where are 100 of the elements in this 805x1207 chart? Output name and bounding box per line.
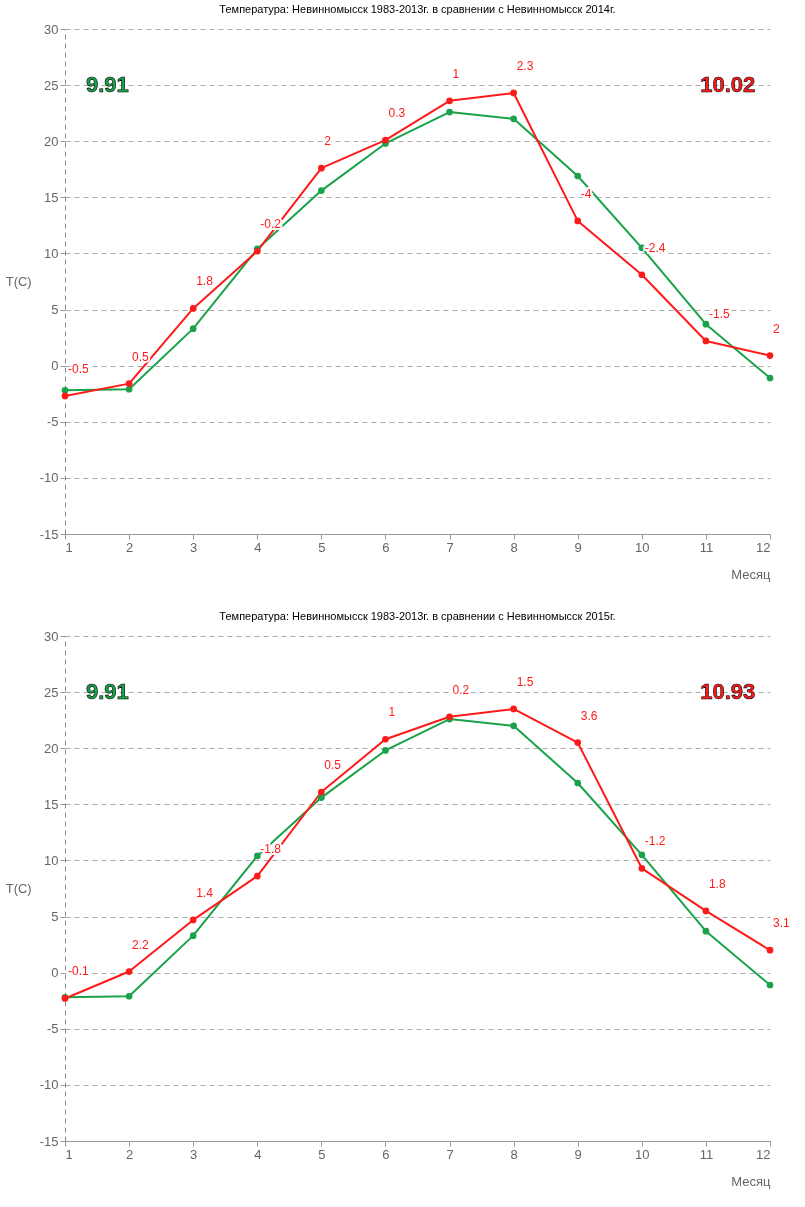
point	[702, 320, 710, 328]
annotation: 2.3	[516, 58, 534, 73]
y-tick-label: 25	[44, 77, 59, 93]
x-tick-label: 2	[125, 539, 134, 555]
point	[510, 89, 517, 97]
point	[638, 864, 646, 872]
annotation: 9.91	[85, 71, 129, 97]
point	[574, 739, 582, 746]
point	[61, 392, 69, 400]
x-tick-label: 7	[446, 1146, 454, 1162]
x-tick-label: 6	[382, 1146, 390, 1162]
annotation: -2.4	[644, 240, 666, 255]
point	[510, 722, 517, 730]
annotation: -0.5	[68, 361, 89, 376]
point	[61, 387, 69, 394]
point	[574, 779, 582, 787]
y-tick-label: 15	[44, 796, 59, 812]
annotation: 1.5	[516, 674, 534, 689]
y-tick-label: -10	[39, 470, 59, 486]
x-tick-label: 8	[510, 539, 518, 555]
y-tick-label: -15	[39, 526, 59, 542]
point	[382, 735, 389, 743]
point	[510, 115, 517, 123]
chart-title: Температура: Невинномысск 1983-2013г. в сравнении с Невинномысск 2014г.	[219, 3, 616, 15]
annotation: 1.8	[196, 274, 214, 289]
x-tick-label: 7	[446, 539, 454, 555]
annotation: 0.2	[452, 682, 470, 697]
annotation: 1	[452, 66, 460, 81]
x-tick-label: 4	[254, 1146, 262, 1162]
x-tick-label: 3	[190, 539, 198, 555]
point	[382, 136, 389, 144]
point	[318, 164, 325, 172]
x-axis-title: Месяц	[731, 1173, 772, 1189]
y-tick-label: -15	[39, 1133, 59, 1149]
point	[766, 981, 774, 989]
x-tick-label: 10	[635, 539, 650, 555]
y-tick-label: 5	[51, 302, 59, 318]
annotation: 0.3	[388, 106, 406, 121]
point	[702, 907, 710, 915]
x-tick-label: 1	[65, 539, 73, 555]
y-tick-label: 20	[44, 133, 59, 149]
chart-title: Температура: Невинномысск 1983-2013г. в сравнении с Невинномысск 2015г.	[219, 610, 616, 622]
annotation: 3.6	[580, 708, 598, 723]
y-tick-label: 30	[44, 21, 59, 37]
point	[318, 187, 325, 194]
point	[318, 788, 325, 796]
annotation: -0.1	[68, 964, 89, 979]
point	[574, 217, 582, 225]
point	[446, 97, 453, 105]
point	[574, 172, 582, 180]
annotation: 1	[388, 705, 396, 720]
annotation: 2.2	[132, 937, 150, 952]
y-tick-label: 25	[44, 684, 59, 700]
point	[638, 851, 646, 859]
x-tick-label: 9	[574, 1146, 582, 1162]
y-tick-label: 10	[44, 852, 59, 868]
annotation: 2	[773, 321, 780, 336]
point	[766, 352, 774, 359]
x-tick-label: 1	[65, 1146, 73, 1162]
point	[766, 946, 774, 954]
annotation: 9.91	[85, 678, 129, 704]
x-tick-label: 3	[190, 1146, 198, 1162]
y-tick-label: -10	[39, 1077, 59, 1093]
annotation: -1.5	[708, 306, 730, 321]
y-axis-title: T(C)	[5, 274, 32, 289]
point	[253, 852, 261, 860]
annotation: 10.93	[700, 678, 756, 704]
x-tick-label: 12	[756, 539, 771, 555]
y-tick-label: 0	[51, 358, 59, 374]
point	[446, 108, 453, 116]
x-tick-label: 5	[318, 1146, 326, 1162]
x-tick-label: 5	[318, 539, 326, 555]
y-tick-label: 30	[44, 628, 59, 644]
annotation: 0.5	[132, 349, 150, 364]
annotation: 0.5	[324, 757, 342, 772]
annotation: -4	[580, 186, 592, 201]
point	[189, 916, 197, 924]
y-tick-label: 20	[44, 740, 59, 756]
x-tick-label: 11	[699, 539, 714, 555]
point	[189, 325, 197, 332]
point	[125, 968, 133, 975]
point	[125, 380, 133, 387]
point	[382, 747, 389, 754]
x-tick-label: 11	[699, 1146, 714, 1162]
point	[510, 705, 517, 713]
point	[638, 271, 646, 279]
point	[253, 872, 261, 880]
x-tick-label: 10	[635, 1146, 650, 1162]
point	[766, 374, 774, 382]
x-tick-label: 12	[756, 1146, 771, 1162]
y-axis-title: T(C)	[5, 881, 32, 896]
x-tick-label: 4	[254, 539, 262, 555]
point	[318, 794, 325, 801]
annotation: 10.02	[700, 71, 756, 97]
annotation: 1.8	[708, 876, 726, 891]
x-tick-label: 9	[574, 539, 582, 555]
annotation: 3.1	[773, 916, 791, 931]
y-tick-label: -5	[46, 414, 59, 430]
y-tick-label: 0	[51, 965, 59, 981]
x-tick-label: 8	[510, 1146, 518, 1162]
